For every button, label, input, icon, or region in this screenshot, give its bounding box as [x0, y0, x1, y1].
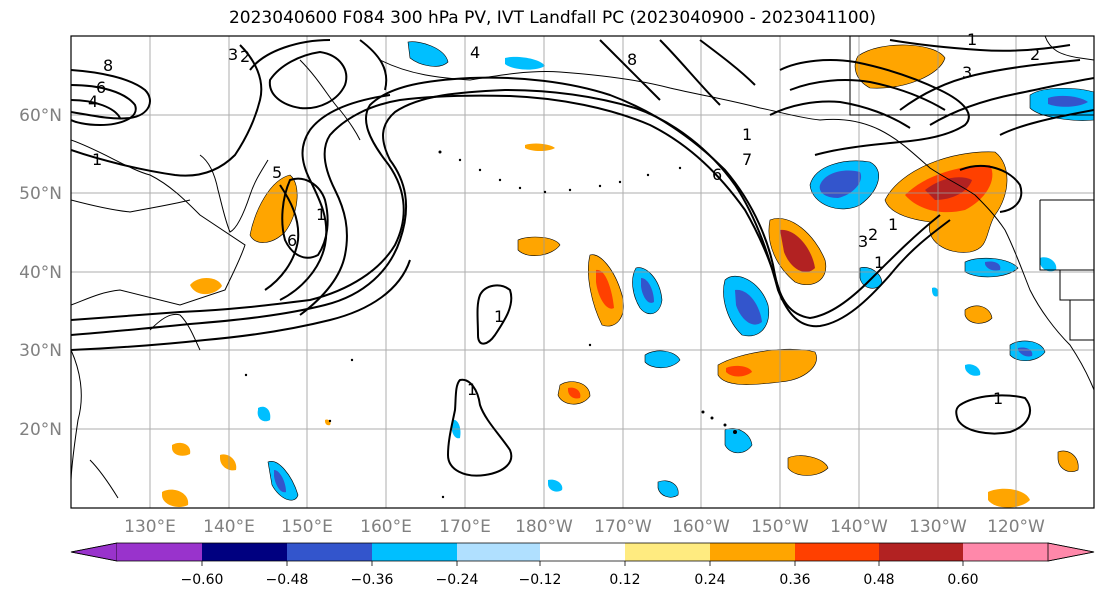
colorbar-tick: −0.48 — [266, 572, 309, 588]
anomaly-cold-north — [407, 41, 449, 67]
colorbar: −0.60 −0.48 −0.36 −0.24 −0.12 0.12 0.24 … — [70, 542, 1095, 588]
islands — [244, 150, 737, 499]
colorbar-tick: 0.36 — [779, 572, 810, 588]
contour-label: 1 — [888, 215, 898, 234]
lat-label-60n: 60°N — [19, 106, 62, 126]
contour-labels: 8 6 4 1 3 2 4 8 5 1 6 1 1 1 6 7 3 2 1 3 … — [88, 30, 1040, 408]
contour-label: 1 — [92, 150, 102, 169]
colorbar-tick: −0.60 — [181, 572, 224, 588]
contour-label: 1 — [316, 205, 326, 224]
anomaly-cold-north2 — [505, 56, 545, 70]
lon-label-130e: 130°E — [124, 517, 176, 537]
lat-label-50n: 50°N — [19, 184, 62, 204]
contour-label: 6 — [287, 231, 297, 250]
contour-label: 1 — [467, 380, 477, 399]
contour-label: 6 — [712, 165, 722, 184]
colorbar-swatch — [457, 543, 540, 561]
longitude-labels: 130°E 140°E 150°E 160°E 170°E 180°W 170°… — [124, 517, 1045, 537]
colorbar-swatch — [202, 543, 287, 561]
colorbar-tick: −0.36 — [351, 572, 394, 588]
colorbar-tick: 0.24 — [694, 572, 725, 588]
colorbar-swatch — [625, 543, 710, 561]
anomaly-warm-alaska — [854, 44, 946, 89]
contour-label: 2 — [1030, 45, 1040, 64]
contour-label: 1 — [993, 389, 1003, 408]
contour-label: 8 — [627, 50, 637, 69]
lon-label-120w: 120°W — [987, 517, 1045, 537]
lon-label-150e: 150°E — [281, 517, 333, 537]
lon-label-140w: 140°W — [830, 517, 888, 537]
colorbar-tick: −0.12 — [519, 572, 562, 588]
lon-label-130w: 130°W — [909, 517, 967, 537]
lon-label-160e: 160°E — [360, 517, 412, 537]
contour-label: 4 — [470, 43, 480, 62]
colorbar-swatch — [117, 543, 202, 561]
colorbar-swatch — [710, 543, 795, 561]
colorbar-extend-high — [1047, 542, 1095, 562]
map-frame — [70, 35, 1095, 509]
colorbar-swatch — [540, 543, 625, 561]
contour-label: 1 — [742, 125, 752, 144]
contour-label: 2 — [240, 47, 250, 66]
gridlines — [71, 36, 1094, 508]
contour-label: 7 — [742, 150, 752, 169]
coastlines — [71, 36, 1094, 499]
colorbar-tick: 0.12 — [609, 572, 640, 588]
colorbar-swatch — [963, 543, 1048, 561]
lon-label-180w: 180°W — [515, 517, 573, 537]
contour-label: 5 — [272, 163, 282, 182]
map-title: 2023040600 F084 300 hPa PV, IVT Landfall… — [228, 8, 876, 28]
contour-label: 4 — [88, 92, 98, 111]
lon-label-150w: 150°W — [751, 517, 809, 537]
contour-label: 1 — [494, 307, 504, 326]
contour-label: 2 — [868, 225, 878, 244]
lat-label-40n: 40°N — [19, 263, 62, 283]
colorbar-swatch — [287, 543, 372, 561]
lon-label-170e: 170°E — [439, 517, 491, 537]
lon-label-170w: 170°W — [594, 517, 652, 537]
colorbar-swatch — [879, 543, 963, 561]
shaded-anomalies — [162, 41, 1094, 508]
contour-label: 3 — [228, 45, 238, 64]
colorbar-tick: 0.48 — [863, 572, 894, 588]
lon-label-160w: 160°W — [672, 517, 730, 537]
anomaly-warm-japan2 — [190, 277, 222, 295]
lat-label-20n: 20°N — [19, 420, 62, 440]
contour-label: 6 — [96, 78, 106, 97]
contour-label: 3 — [962, 63, 972, 82]
anomaly-warm-180 — [517, 236, 561, 257]
contour-label: 8 — [103, 56, 113, 75]
lat-label-30n: 30°N — [19, 341, 62, 361]
latitude-labels: 60°N 50°N 40°N 30°N 20°N — [19, 106, 62, 440]
colorbar-extend-low — [70, 542, 118, 562]
contour-label: 1 — [874, 253, 884, 272]
colorbar-tick: 0.60 — [947, 572, 978, 588]
colorbar-tick: −0.24 — [436, 572, 479, 588]
contour-label: 3 — [858, 232, 868, 251]
lon-label-140e: 140°E — [203, 517, 255, 537]
contour-label: 1 — [967, 30, 977, 49]
pv-contours — [71, 39, 1094, 477]
colorbar-swatch — [795, 543, 879, 561]
colorbar-swatch — [372, 543, 457, 561]
